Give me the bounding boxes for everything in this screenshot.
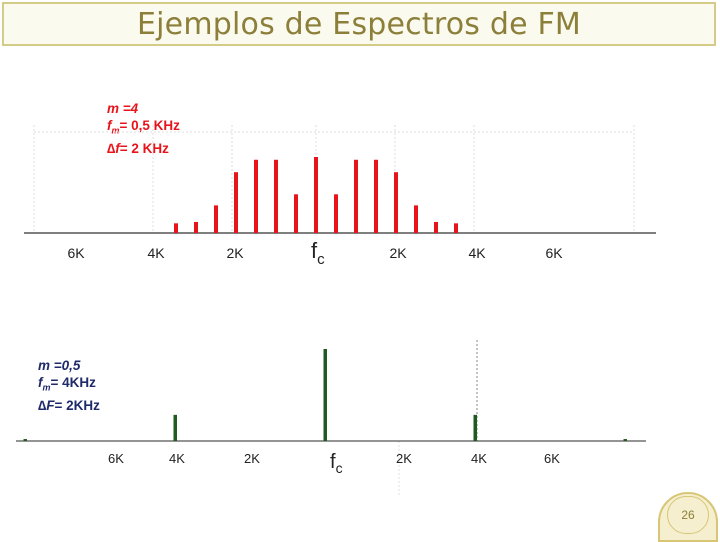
top-tick-label: 2K xyxy=(389,245,407,261)
top-spectral-line xyxy=(274,159,278,233)
top-tick-label: 4K xyxy=(468,245,486,261)
bottom-tick-label: 6K xyxy=(108,451,124,466)
top-tick-label: 6K xyxy=(545,245,563,261)
bottom-params: m =0,5 fm= 4KHz ∆F= 2KHz xyxy=(38,357,100,414)
top-tick-label: 2K xyxy=(226,245,244,261)
bottom-tick-label: 4K xyxy=(471,451,487,466)
top-params: m =4 fm= 0,5 KHz ∆f= 2 KHz xyxy=(107,100,180,157)
bottom-tick-label: 6K xyxy=(544,451,560,466)
top-spectral-line xyxy=(414,205,418,233)
slide-title-box: Ejemplos de Espectros de FM xyxy=(2,2,716,46)
bottom-spectral-line xyxy=(623,439,627,441)
top-param-fm: fm= 0,5 KHz xyxy=(107,118,180,136)
top-param-m: m =4 xyxy=(107,101,139,116)
top-spectral-line xyxy=(254,159,258,233)
bottom-spectral-line xyxy=(23,439,27,441)
top-carrier-label: fc xyxy=(311,238,325,268)
top-spectral-line xyxy=(394,172,398,233)
top-tick-label: 6K xyxy=(67,245,85,261)
top-spectral-line xyxy=(374,159,378,233)
bottom-spectral-line xyxy=(323,349,327,441)
top-spectral-line xyxy=(434,221,438,233)
top-spectral-line xyxy=(174,223,178,233)
top-spectral-line xyxy=(314,157,318,233)
top-param-df: ∆f= 2 KHz xyxy=(107,140,169,156)
bottom-carrier-label: fc xyxy=(330,451,343,476)
top-spectral-line xyxy=(334,194,338,233)
top-spectral-line xyxy=(354,159,358,233)
bottom-spectral-line xyxy=(473,414,477,441)
bottom-param-fm: fm= 4KHz xyxy=(38,375,96,393)
top-tick-label: 4K xyxy=(147,245,165,261)
slide-title: Ejemplos de Espectros de FM xyxy=(136,6,582,42)
page-number: 26 xyxy=(667,496,709,534)
bottom-spectral-line xyxy=(173,414,177,441)
bottom-tick-label: 4K xyxy=(169,451,185,466)
top-spectral-line xyxy=(234,172,238,233)
top-spectral-line xyxy=(194,221,198,233)
bottom-param-m: m =0,5 xyxy=(38,358,81,373)
top-spectral-line xyxy=(294,194,298,233)
bottom-param-df: ∆F= 2KHz xyxy=(38,397,100,413)
bottom-tick-label: 2K xyxy=(396,451,412,466)
top-spectral-line xyxy=(214,205,218,233)
top-spectral-line xyxy=(454,223,458,233)
bottom-tick-label: 2K xyxy=(244,451,260,466)
